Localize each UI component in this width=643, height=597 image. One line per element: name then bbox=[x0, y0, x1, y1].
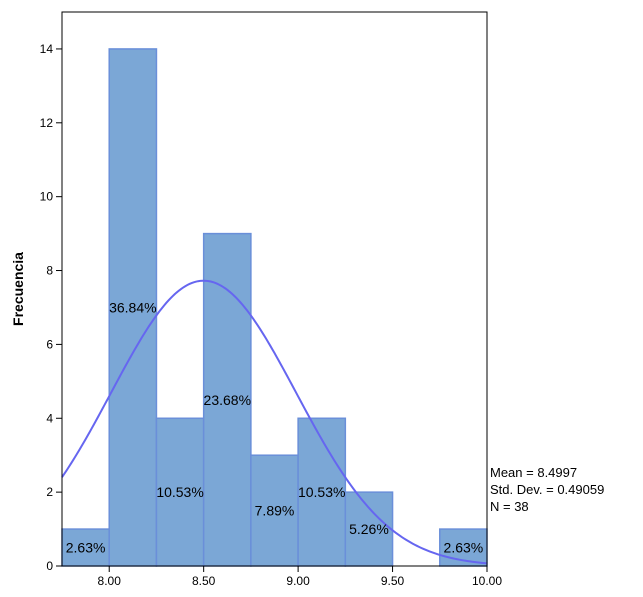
x-tick-label-2: 9.00 bbox=[286, 574, 310, 588]
y-tick-label-7: 14 bbox=[40, 42, 54, 56]
stats-line-2: N = 38 bbox=[490, 499, 529, 514]
normal-curve bbox=[61, 279, 488, 565]
pct-label-6: 5.26% bbox=[349, 521, 389, 537]
stats-line-1: Std. Dev. = 0.49059 bbox=[490, 482, 604, 497]
x-axis: 8.00 8.50 9.00 9.50 10.00 bbox=[98, 566, 502, 588]
pct-label-2: 10.53% bbox=[156, 484, 203, 500]
bar-3 bbox=[202, 232, 252, 567]
percentage-labels: 2.63%36.84%10.53%23.68%7.89%10.53%5.26%2… bbox=[66, 299, 483, 555]
y-tick-label-3: 6 bbox=[46, 337, 53, 351]
pct-label-5: 10.53% bbox=[298, 484, 345, 500]
x-tick-label-1: 8.50 bbox=[192, 574, 216, 588]
bar-5 bbox=[297, 417, 347, 567]
x-tick-label-3: 9.50 bbox=[381, 574, 405, 588]
y-tick-label-5: 10 bbox=[40, 190, 54, 204]
y-tick-label-2: 4 bbox=[46, 411, 53, 425]
pct-label-1: 36.84% bbox=[109, 299, 156, 315]
stats-box: Mean = 8.4997 Std. Dev. = 0.49059 N = 38 bbox=[490, 465, 604, 514]
bar-1 bbox=[108, 48, 158, 567]
stats-line-0: Mean = 8.4997 bbox=[490, 465, 577, 480]
bars-group bbox=[61, 48, 488, 567]
bar-2 bbox=[155, 417, 205, 567]
plot-frame bbox=[61, 11, 488, 567]
y-tick-label-1: 2 bbox=[46, 485, 53, 499]
x-tick-label-0: 8.00 bbox=[98, 574, 122, 588]
y-axis-label: Frecuencia bbox=[10, 252, 26, 326]
y-axis: 0 2 4 6 8 10 12 14 bbox=[40, 42, 62, 573]
x-tick-label-4: 10.00 bbox=[472, 574, 502, 588]
pct-label-8: 2.63% bbox=[444, 540, 484, 556]
pct-label-0: 2.63% bbox=[66, 540, 106, 556]
y-tick-label-6: 12 bbox=[40, 116, 54, 130]
pct-label-3: 23.68% bbox=[204, 392, 251, 408]
pct-label-4: 7.89% bbox=[255, 503, 295, 519]
y-tick-label-4: 8 bbox=[46, 264, 53, 278]
y-tick-label-0: 0 bbox=[46, 559, 53, 573]
